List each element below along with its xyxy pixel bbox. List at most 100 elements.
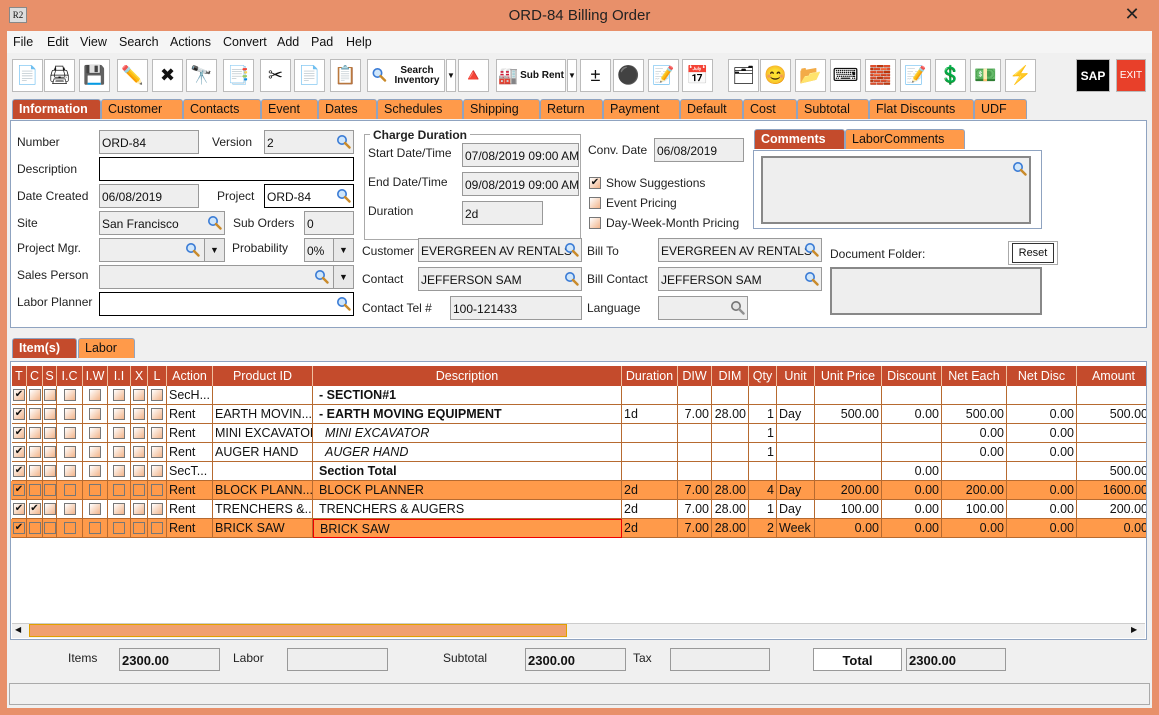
row-checkbox[interactable]: ✔ (13, 408, 25, 420)
column-header-amount[interactable]: Amount (1077, 366, 1146, 386)
cell-action[interactable]: Rent (167, 424, 213, 443)
menu-actions[interactable]: Actions (170, 35, 211, 49)
cell-diw[interactable] (678, 462, 712, 481)
cell-product[interactable]: EARTH MOVIN... (213, 405, 313, 424)
row-checkbox[interactable] (43, 446, 56, 458)
row-checkbox[interactable] (133, 446, 145, 458)
new-document-button[interactable]: 📄 (12, 59, 43, 92)
chevron-down-icon[interactable]: ▼ (333, 239, 353, 261)
contact-field[interactable]: JEFFERSON SAM (418, 267, 582, 291)
tab-contacts[interactable]: Contacts (183, 99, 261, 119)
search-icon[interactable] (185, 242, 200, 257)
search-icon[interactable] (207, 215, 222, 230)
print-button[interactable]: 🖨 (44, 59, 75, 92)
row-checkbox[interactable] (113, 389, 125, 401)
row-checkbox[interactable] (89, 389, 101, 401)
cell-product[interactable] (213, 386, 313, 405)
cell-discount[interactable] (882, 424, 942, 443)
row-checkbox[interactable] (113, 408, 125, 420)
tab-subtotal[interactable]: Subtotal (797, 99, 869, 119)
cell-net-disc[interactable]: 0.00 (1007, 481, 1077, 500)
cell-unit-price[interactable] (815, 424, 882, 443)
cell-action[interactable]: Rent (167, 481, 213, 500)
cell-amount[interactable]: 200.00 (1077, 500, 1146, 519)
row-checkbox[interactable] (63, 503, 76, 515)
row-checkbox[interactable] (133, 389, 145, 401)
cell-desc[interactable]: BLOCK PLANNER (313, 481, 622, 500)
row-checkbox[interactable] (28, 389, 41, 401)
folder-clock-button[interactable]: 📂 (795, 59, 826, 92)
cell-diw[interactable]: 7.00 (678, 519, 712, 538)
cell-net-each[interactable]: 200.00 (942, 481, 1007, 500)
cell-action[interactable]: Rent (167, 443, 213, 462)
row-checkbox[interactable]: ✔ (13, 503, 25, 515)
cell-discount[interactable] (882, 443, 942, 462)
tab-items[interactable]: Item(s) (12, 338, 77, 358)
sap-button[interactable]: SAP (1076, 59, 1110, 92)
cell-discount[interactable]: 0.00 (882, 481, 942, 500)
menu-add[interactable]: Add (277, 35, 300, 49)
row-checkbox[interactable] (63, 522, 76, 534)
balls-button[interactable]: ⚫ (613, 59, 644, 92)
labor-planner-field[interactable] (99, 292, 354, 316)
cell-net-disc[interactable]: 0.00 (1007, 500, 1077, 519)
cell-unit[interactable] (777, 424, 815, 443)
cell-qty[interactable]: 1 (749, 443, 777, 462)
cell-unit[interactable] (777, 386, 815, 405)
tab-udf[interactable]: UDF (974, 99, 1027, 119)
cell-dim[interactable]: 28.00 (712, 500, 749, 519)
cell-net-each[interactable] (942, 462, 1007, 481)
cell-amount[interactable] (1077, 443, 1146, 462)
cell-unit-price[interactable]: 100.00 (815, 500, 882, 519)
cell-unit[interactable] (777, 462, 815, 481)
cell-net-each[interactable]: 0.00 (942, 519, 1007, 538)
cell-dim[interactable] (712, 462, 749, 481)
cell-duration[interactable]: 2d (622, 500, 678, 519)
cell-action[interactable]: Rent (167, 519, 213, 538)
find-button[interactable]: 🔭 (186, 59, 217, 92)
tab-schedules[interactable]: Schedules (377, 99, 463, 119)
sales-person-field[interactable]: ▼ (99, 265, 354, 289)
search-icon[interactable] (1012, 161, 1027, 176)
cell-action[interactable]: SecT... (167, 462, 213, 481)
tab-comments[interactable]: Comments (754, 129, 845, 149)
row-checkbox[interactable] (28, 408, 41, 420)
row-checkbox[interactable]: ✔ (13, 389, 25, 401)
search-icon[interactable] (336, 134, 351, 149)
cell-amount[interactable]: 500.00 (1077, 405, 1146, 424)
cell-discount[interactable] (882, 386, 942, 405)
chevron-down-icon[interactable]: ▼ (204, 239, 224, 261)
scroll-left-icon[interactable]: ◀ (15, 625, 22, 634)
cell-unit-price[interactable]: 0.00 (815, 519, 882, 538)
menu-view[interactable]: View (80, 35, 107, 49)
row-checkbox[interactable] (113, 446, 125, 458)
row-checkbox[interactable] (151, 389, 163, 401)
cell-duration[interactable]: 2d (622, 519, 678, 538)
cell-amount[interactable] (1077, 424, 1146, 443)
cell-product[interactable]: AUGER HAND (213, 443, 313, 462)
row-checkbox[interactable] (63, 446, 76, 458)
show-suggestions-checkbox[interactable]: ✔ (589, 177, 601, 189)
row-checkbox[interactable] (113, 465, 125, 477)
row-checkbox[interactable] (151, 503, 163, 515)
row-checkbox[interactable] (89, 446, 101, 458)
cell-dim[interactable]: 28.00 (712, 481, 749, 500)
row-checkbox[interactable] (89, 503, 101, 515)
menu-file[interactable]: File (13, 35, 34, 49)
shapes-button[interactable]: 🔺 (458, 59, 489, 92)
cell-net-disc[interactable]: 0.00 (1007, 443, 1077, 462)
cell-qty[interactable]: 1 (749, 405, 777, 424)
cell-unit-price[interactable] (815, 386, 882, 405)
cell-product[interactable]: BRICK SAW (213, 519, 313, 538)
row-checkbox[interactable] (151, 446, 163, 458)
search-inventory-dropdown[interactable]: ▼ (446, 59, 456, 92)
cell-dim[interactable] (712, 424, 749, 443)
search-inventory-button[interactable]: Search Inventory (367, 59, 445, 92)
probability-field[interactable]: 0% ▼ (304, 238, 354, 262)
row-checkbox[interactable] (133, 465, 145, 477)
row-checkbox[interactable] (89, 484, 101, 496)
column-header-discount[interactable]: Discount (882, 366, 942, 386)
bill-contact-field[interactable]: JEFFERSON SAM (658, 267, 822, 291)
search-icon[interactable] (564, 271, 579, 286)
search-icon[interactable] (564, 242, 579, 257)
